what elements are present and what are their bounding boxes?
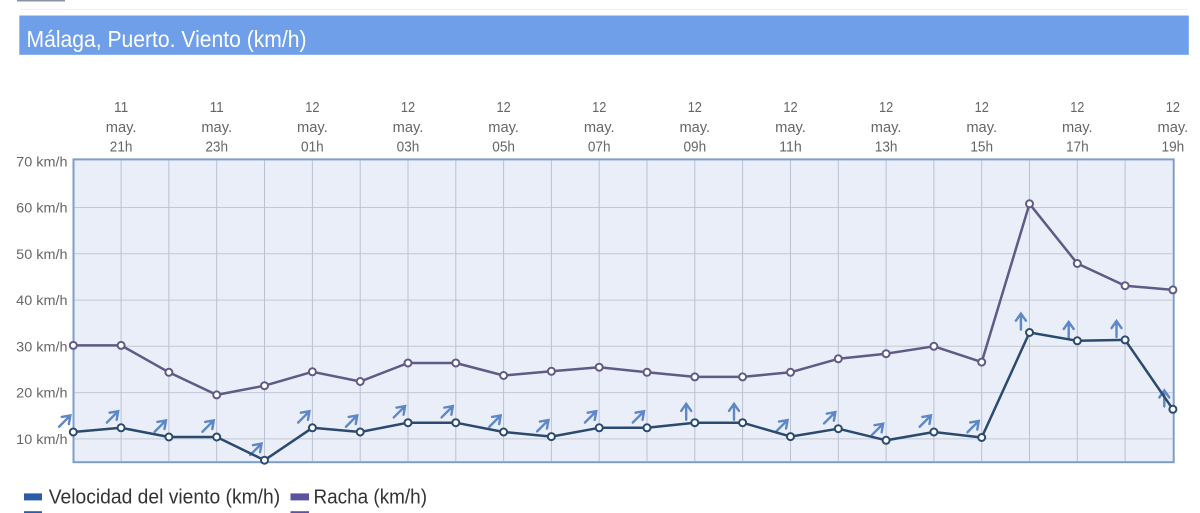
svg-text:12: 12 bbox=[305, 99, 319, 116]
svg-text:12: 12 bbox=[975, 99, 989, 116]
svg-text:12: 12 bbox=[1166, 99, 1180, 116]
svg-text:12: 12 bbox=[592, 99, 606, 116]
svg-text:12: 12 bbox=[783, 99, 797, 116]
svg-text:30 km/h: 30 km/h bbox=[16, 338, 67, 354]
svg-text:may.: may. bbox=[584, 119, 615, 136]
svg-text:60 km/h: 60 km/h bbox=[16, 200, 67, 216]
svg-text:12: 12 bbox=[497, 99, 511, 116]
svg-text:11: 11 bbox=[114, 99, 128, 116]
svg-text:09h: 09h bbox=[683, 139, 706, 156]
svg-text:12: 12 bbox=[879, 99, 893, 116]
svg-text:12: 12 bbox=[688, 99, 702, 116]
svg-text:40 km/h: 40 km/h bbox=[16, 292, 67, 308]
svg-text:12: 12 bbox=[401, 99, 415, 116]
svg-text:20 km/h: 20 km/h bbox=[16, 385, 67, 401]
svg-text:11: 11 bbox=[210, 99, 224, 116]
svg-text:may.: may. bbox=[1158, 119, 1189, 136]
svg-text:01h: 01h bbox=[301, 139, 324, 156]
svg-text:10 km/h: 10 km/h bbox=[16, 431, 67, 447]
svg-text:21h: 21h bbox=[110, 139, 133, 156]
svg-text:07h: 07h bbox=[588, 139, 611, 156]
svg-text:Velocidad del viento (km/h): Velocidad del viento (km/h) bbox=[49, 487, 281, 509]
svg-text:may.: may. bbox=[488, 119, 519, 136]
svg-text:17h: 17h bbox=[1066, 139, 1089, 156]
svg-text:05h: 05h bbox=[492, 139, 515, 156]
svg-text:may.: may. bbox=[106, 119, 137, 136]
svg-text:may.: may. bbox=[679, 119, 710, 136]
svg-text:may.: may. bbox=[297, 119, 328, 136]
svg-text:may.: may. bbox=[966, 119, 997, 136]
svg-text:11h: 11h bbox=[779, 139, 802, 156]
svg-text:Racha (km/h): Racha (km/h) bbox=[314, 487, 428, 509]
svg-text:03h: 03h bbox=[397, 139, 420, 156]
svg-text:may.: may. bbox=[201, 119, 232, 136]
svg-text:50 km/h: 50 km/h bbox=[16, 246, 67, 262]
svg-text:Racha (km/h): Racha (km/h) bbox=[314, 512, 428, 513]
svg-text:15h: 15h bbox=[970, 139, 993, 156]
svg-text:Velocidad del viento (km/h): Velocidad del viento (km/h) bbox=[49, 512, 281, 513]
svg-text:12: 12 bbox=[1070, 99, 1084, 116]
svg-text:23h: 23h bbox=[205, 139, 228, 156]
svg-text:may.: may. bbox=[775, 119, 806, 136]
svg-text:13h: 13h bbox=[875, 139, 898, 156]
svg-text:may.: may. bbox=[1062, 119, 1093, 136]
svg-text:70 km/h: 70 km/h bbox=[16, 154, 67, 170]
svg-text:may.: may. bbox=[871, 119, 902, 136]
svg-text:may.: may. bbox=[393, 119, 424, 136]
svg-text:19h: 19h bbox=[1162, 139, 1185, 156]
svg-text:Málaga, Puerto. Viento (km/h): Málaga, Puerto. Viento (km/h) bbox=[27, 26, 307, 52]
